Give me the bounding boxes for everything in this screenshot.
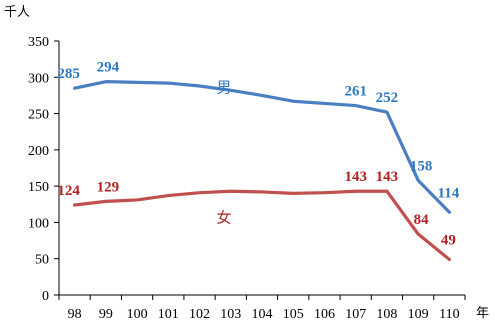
y-tick-label: 300: [28, 71, 49, 86]
y-tick-label: 350: [28, 35, 49, 50]
data-label: 252: [376, 90, 399, 106]
x-axis-unit: 年: [476, 306, 489, 321]
data-label: 261: [344, 84, 367, 100]
x-tick-label: 99: [99, 307, 113, 322]
x-tick-label: 103: [220, 307, 241, 322]
x-tick-label: 109: [408, 307, 429, 322]
x-tick-label: 100: [127, 307, 148, 322]
x-tick-label: 102: [189, 307, 210, 322]
x-tick-label: 105: [283, 307, 304, 322]
data-label: 158: [410, 158, 433, 174]
series-line-0: [73, 80, 451, 214]
y-tick-label: 150: [28, 180, 49, 195]
series-name-label: 女: [216, 208, 231, 226]
y-axis-unit: 千人: [4, 5, 30, 20]
data-label: 143: [376, 169, 399, 185]
data-label: 294: [97, 60, 120, 76]
x-tick-label: 106: [314, 307, 335, 322]
data-label: 129: [97, 179, 120, 195]
x-tick-label: 108: [376, 307, 397, 322]
x-tick-label: 107: [345, 307, 366, 322]
data-label: 143: [344, 169, 367, 185]
x-tick-label: 110: [439, 307, 459, 322]
y-tick-label: 250: [28, 108, 49, 123]
y-tick-label: 0: [42, 289, 49, 304]
data-label: 124: [57, 183, 80, 199]
data-label: 285: [57, 66, 80, 82]
x-tick-label: 101: [158, 307, 179, 322]
x-tick-label: 104: [252, 307, 273, 322]
series-name-label: 男: [216, 79, 231, 97]
y-tick-label: 100: [28, 216, 49, 231]
data-label: 84: [414, 212, 430, 228]
y-tick-label: 200: [28, 144, 49, 159]
data-label: 114: [438, 185, 460, 201]
y-tick-label: 50: [35, 253, 49, 268]
x-tick-label: 98: [68, 307, 82, 322]
data-label: 49: [441, 232, 456, 248]
series-line-1: [73, 189, 451, 262]
